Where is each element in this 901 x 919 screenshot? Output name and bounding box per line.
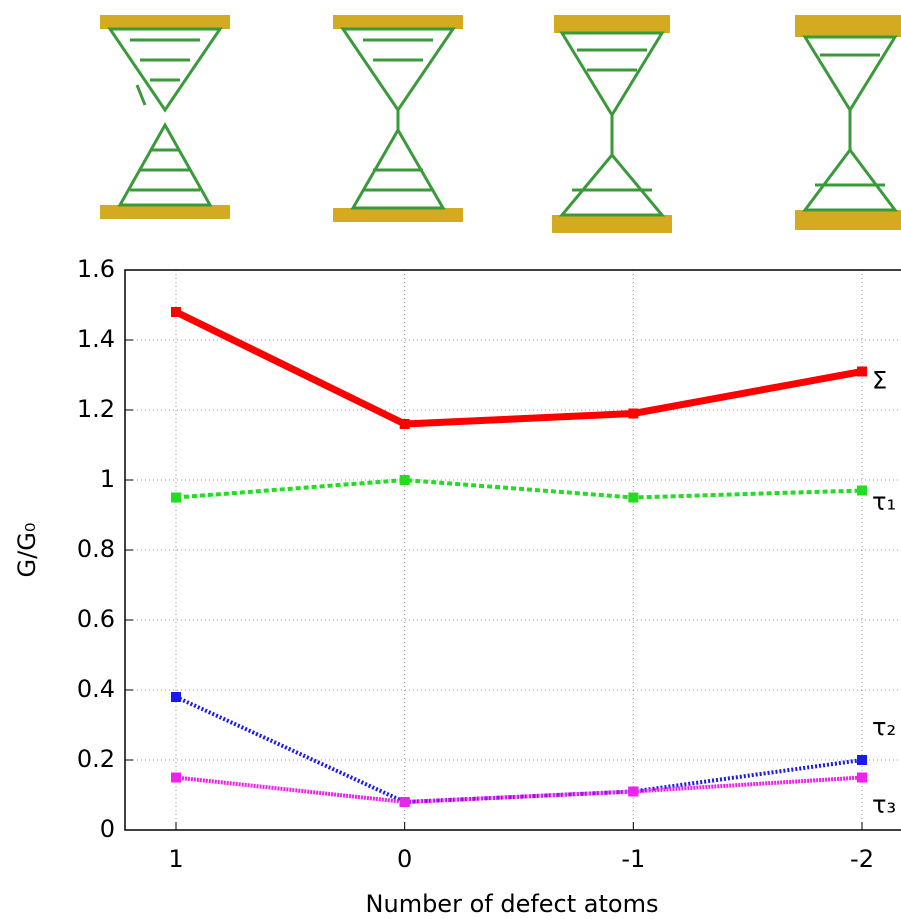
series-label: τ₁ <box>872 488 896 516</box>
y-tick-label: 0 <box>100 815 115 843</box>
y-tick-label: 1.2 <box>77 395 115 423</box>
series-line <box>175 775 863 804</box>
x-tick-label: 0 <box>397 845 412 873</box>
data-point <box>628 408 639 419</box>
series-line <box>175 478 863 500</box>
data-point <box>171 492 181 503</box>
data-point <box>399 475 410 485</box>
axis-frame <box>124 269 901 831</box>
series-label: τ₂ <box>872 713 896 741</box>
data-point <box>171 772 181 783</box>
y-tick-label: 0.4 <box>77 675 115 703</box>
data-point <box>171 692 181 702</box>
series-label: τ₃ <box>872 791 896 819</box>
data-point <box>399 797 410 807</box>
data-point <box>628 492 639 503</box>
structure-images <box>100 15 901 233</box>
x-axis-label: Number of defect atoms <box>366 890 659 918</box>
y-tick-label: 1.6 <box>77 255 115 283</box>
data-point <box>857 755 868 765</box>
y-tick-label: 1.4 <box>77 325 115 353</box>
data-point <box>857 772 868 783</box>
data-point <box>399 419 410 429</box>
x-tick-label: -1 <box>621 845 645 873</box>
x-tick-label: -2 <box>850 845 874 873</box>
data-point <box>171 307 181 317</box>
data-point <box>857 485 868 496</box>
y-tick-label: 1 <box>100 465 115 493</box>
data-point <box>628 786 639 797</box>
y-axis-label: G/G₀ <box>13 523 41 578</box>
series-label: Σ <box>872 367 887 395</box>
y-tick-label: 0.6 <box>77 605 115 633</box>
series-line <box>175 695 863 804</box>
y-tick-label: 0.8 <box>77 535 115 563</box>
series-line <box>174 308 863 428</box>
x-tick-label: 1 <box>168 845 183 873</box>
y-tick-label: 0.2 <box>77 745 115 773</box>
data-point <box>857 366 868 377</box>
